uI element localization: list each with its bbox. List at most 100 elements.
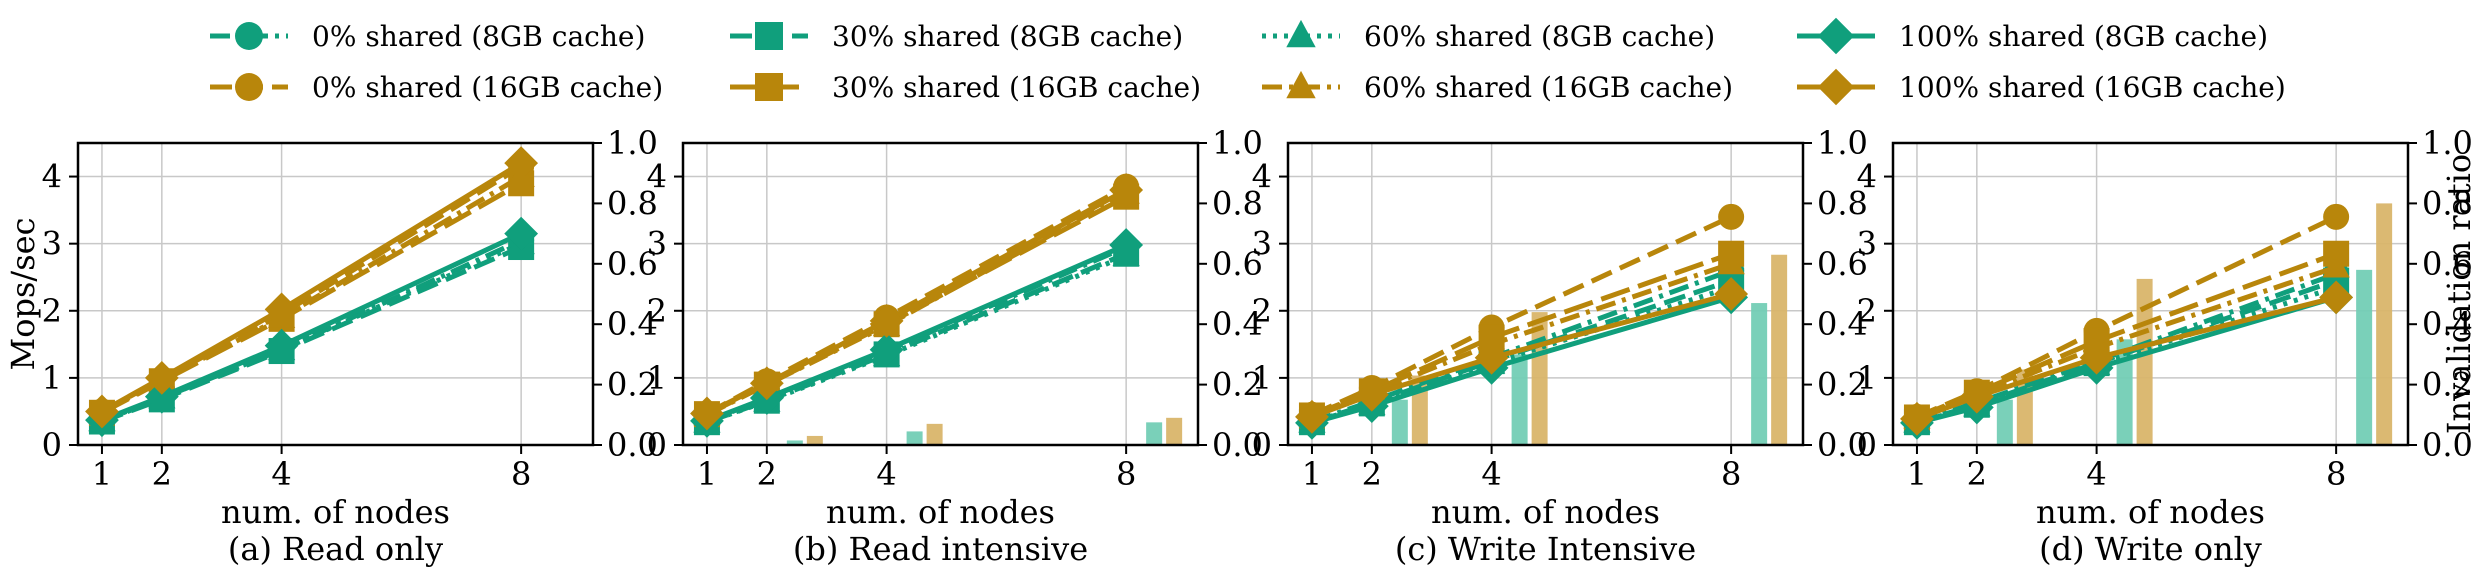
xtick-label: 4 bbox=[1481, 455, 1501, 493]
line-100-shared-16gb-cache bbox=[1916, 294, 2337, 422]
point-100-shared-8gb-cache-4 bbox=[264, 328, 299, 363]
ytick-label: 4 bbox=[647, 158, 667, 196]
legend-label-0-shared-8gb-cache: 0% shared (8GB cache) bbox=[312, 20, 645, 53]
legend-label-100-shared-8gb-cache: 100% shared (8GB cache) bbox=[1899, 20, 2268, 53]
point-100-shared-16gb-cache-4 bbox=[2079, 340, 2114, 375]
point-100-shared-16gb-cache-1 bbox=[1295, 399, 1329, 434]
line-100-shared-16gb-cache bbox=[705, 187, 1128, 416]
series-100-shared-16gb-cache bbox=[85, 146, 539, 429]
point-100-shared-16gb-cache-4 bbox=[264, 292, 299, 327]
line-60-shared-16gb-cache bbox=[100, 174, 523, 415]
y2tick-label: 0.4 bbox=[607, 305, 658, 343]
plot-frame bbox=[1286, 141, 1805, 447]
point-60-shared-16gb-cache-8 bbox=[1717, 248, 1745, 275]
legend-marker-30-shared-8gb-cache bbox=[755, 22, 783, 50]
legend: 0% shared (8GB cache) 0% shared (16GB cac… bbox=[210, 17, 2286, 106]
point-100-shared-16gb-cache-8 bbox=[1714, 277, 1749, 311]
legend-entry-30-shared-16gb-cache: 30% shared (16GB cache) bbox=[730, 71, 1201, 104]
xtick-label: 2 bbox=[1967, 455, 1987, 493]
line-0-shared-16gb-cache bbox=[1310, 214, 1733, 418]
point-100-shared-8gb-cache-8 bbox=[1109, 228, 1144, 262]
y2tick-label: 0.0 bbox=[1817, 426, 1868, 464]
y2tick-label: 0.4 bbox=[1817, 305, 1868, 343]
point-100-shared-16gb-cache-1 bbox=[85, 394, 119, 429]
y-axis-label: Mops/sec bbox=[4, 218, 42, 371]
y2tick-label: 1.0 bbox=[2422, 124, 2473, 162]
y2-axis-label: Invalidation ratio bbox=[2440, 154, 2478, 434]
line-0-shared-16gb-cache bbox=[1915, 214, 2338, 420]
y2tick-label: 0.8 bbox=[607, 184, 658, 222]
point-100-shared-16gb-cache-2 bbox=[1959, 379, 1994, 414]
xtick-label: 4 bbox=[876, 455, 896, 493]
xtick-label: 4 bbox=[2086, 455, 2106, 493]
ytick-label: 4 bbox=[1857, 158, 1877, 196]
line-100-shared-16gb-cache bbox=[100, 160, 523, 414]
line-100-shared-8gb-cache bbox=[101, 231, 523, 423]
line-60-shared-8gb-cache bbox=[706, 253, 1128, 425]
panel-title: (c) Write Intensive bbox=[1395, 530, 1696, 568]
y2tick-label: 0.2 bbox=[607, 366, 658, 404]
ytick-label: 0 bbox=[647, 426, 667, 464]
legend-marker-100-shared-8gb-cache bbox=[1817, 17, 1855, 55]
point-100-shared-16gb-cache-2 bbox=[144, 360, 179, 395]
legend-marker-60-shared-16gb-cache bbox=[1286, 70, 1316, 99]
bar-invalidation-ratio-8gb-cache-8 bbox=[2356, 269, 2373, 445]
y2tick-label: 0.0 bbox=[2422, 426, 2473, 464]
legend-entry-100-shared-8gb-cache: 100% shared (8GB cache) bbox=[1797, 17, 2268, 55]
point-100-shared-16gb-cache-2 bbox=[749, 366, 784, 401]
line-100-shared-16gb-cache bbox=[1311, 291, 1732, 420]
line-30-shared-16gb-cache bbox=[100, 181, 523, 415]
y2tick-label: 0.6 bbox=[2422, 245, 2473, 283]
panel-title: (b) Read intensive bbox=[793, 530, 1088, 568]
y2tick-label: 0.8 bbox=[1817, 184, 1868, 222]
ytick-label: 2 bbox=[42, 292, 62, 330]
y2tick-label: 0.6 bbox=[1817, 245, 1868, 283]
x-axis-label: num. of nodes bbox=[1431, 493, 1660, 531]
point-100-shared-16gb-cache-8 bbox=[504, 146, 539, 181]
legend-label-0-shared-16gb-cache: 0% shared (16GB cache) bbox=[312, 71, 663, 104]
xtick-label: 2 bbox=[757, 455, 777, 493]
y2tick-label: 0.2 bbox=[1817, 366, 1868, 404]
point-100-shared-16gb-cache-1 bbox=[1900, 401, 1934, 436]
ytick-label: 3 bbox=[42, 225, 62, 263]
y2tick-label: 0.2 bbox=[2422, 366, 2473, 404]
line-100-shared-8gb-cache bbox=[1311, 294, 1732, 426]
line-60-shared-16gb-cache bbox=[1311, 261, 1732, 419]
xtick-label: 1 bbox=[92, 455, 112, 493]
bar-invalidation-ratio-8gb-cache-8 bbox=[1751, 303, 1768, 445]
bar-invalidation-ratio-16gb-cache-8 bbox=[1771, 254, 1788, 445]
legend-entry-100-shared-16gb-cache: 100% shared (16GB cache) bbox=[1797, 68, 2286, 106]
line-0-shared-8gb-cache bbox=[1311, 268, 1732, 424]
point-100-shared-16gb-cache-1 bbox=[690, 396, 724, 431]
xtick-label: 2 bbox=[152, 455, 172, 493]
series-100-shared-8gb-cache bbox=[85, 216, 539, 438]
bar-invalidation-ratio-16gb-cache-8 bbox=[1166, 417, 1183, 445]
line-60-shared-16gb-cache bbox=[1916, 264, 2337, 421]
legend-entry-0-shared-16gb-cache: 0% shared (16GB cache) bbox=[210, 71, 663, 104]
ytick-label: 4 bbox=[42, 158, 62, 196]
legend-marker-0-shared-16gb-cache bbox=[235, 73, 263, 101]
legend-entry-60-shared-16gb-cache: 60% shared (16GB cache) bbox=[1262, 70, 1733, 104]
y2tick-label: 0.8 bbox=[2422, 184, 2473, 222]
xtick-label: 1 bbox=[1907, 455, 1927, 493]
point-60-shared-16gb-cache-8 bbox=[2322, 252, 2350, 278]
bar-invalidation-ratio-8gb-cache-2 bbox=[1391, 399, 1408, 445]
y2tick-label: 0.6 bbox=[607, 245, 658, 283]
ytick-label: 0 bbox=[1252, 426, 1272, 464]
xtick-label: 2 bbox=[1362, 455, 1382, 493]
xtick-label: 8 bbox=[2326, 455, 2346, 493]
bar-invalidation-ratio-16gb-cache-8 bbox=[2376, 203, 2393, 445]
xtick-label: 4 bbox=[271, 455, 291, 493]
bar-invalidation-ratio-8gb-cache-2 bbox=[1996, 399, 2013, 445]
bar-invalidation-ratio-8gb-cache-4 bbox=[1511, 354, 1528, 445]
bar-invalidation-ratio-8gb-cache-4 bbox=[2116, 339, 2133, 445]
line-30-shared-16gb-cache bbox=[1311, 251, 1732, 418]
xtick-label: 1 bbox=[1302, 455, 1322, 493]
point-0-shared-16gb-cache-8 bbox=[1718, 203, 1745, 230]
legend-label-30-shared-16gb-cache: 30% shared (16GB cache) bbox=[832, 71, 1201, 104]
ytick-label: 3 bbox=[647, 225, 667, 263]
legend-entry-30-shared-8gb-cache: 30% shared (8GB cache) bbox=[730, 20, 1183, 53]
